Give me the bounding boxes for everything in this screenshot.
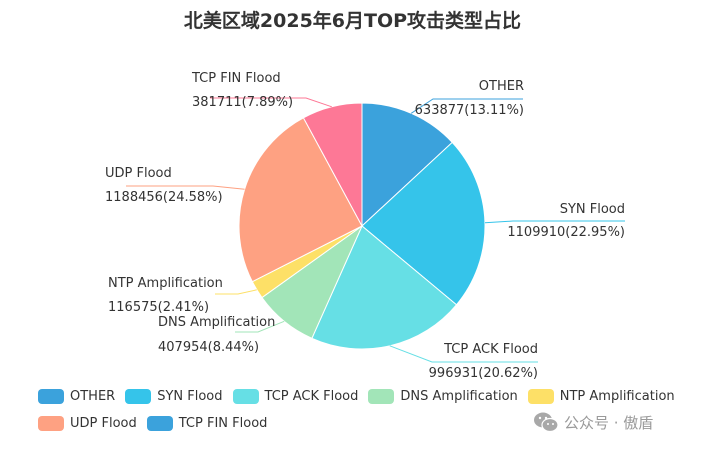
legend-label-other: OTHER (70, 388, 116, 404)
slice-value-label-tcp-ack-flood: 996931(20.62%) (429, 366, 538, 381)
legend-item-other[interactable]: OTHER (38, 388, 116, 404)
leader-line-tcp-ack-flood (389, 345, 538, 363)
chart-title: 北美区域2025年6月TOP攻击类型占比 (183, 10, 522, 32)
legend-item-udp-flood[interactable]: UDP Flood (38, 415, 137, 431)
legend-swatch-tcp-fin-flood (146, 415, 173, 431)
legend-swatch-udp-flood (38, 415, 64, 431)
legend-item-dns-amplification[interactable]: DNS Amplification (368, 388, 518, 404)
leader-line-tcp-fin-flood (210, 97, 332, 108)
leader-line-other (410, 98, 523, 114)
slice-value-label-other: 633877(13.11%) (415, 103, 524, 118)
watermark-text: 公众号 · 傲盾 (564, 413, 654, 432)
leader-line-udp-flood (126, 185, 245, 190)
slice-name-label-tcp-fin-flood: TCP FIN Flood (191, 71, 281, 86)
pie-slice-udp-flood[interactable] (238, 117, 363, 283)
legend-row-2: UDP Flood TCP FIN Flood (38, 413, 277, 433)
legend-label-syn-flood: SYN Flood (157, 388, 223, 404)
watermark: 公众号 · 傲盾 (533, 410, 653, 434)
legend-swatch-dns-amplification (368, 388, 395, 404)
legend-item-tcp-fin-flood[interactable]: TCP FIN Flood (146, 415, 268, 431)
slice-name-label-other: OTHER (479, 79, 524, 94)
slice-name-label-ntp-amplification: NTP Amplification (108, 276, 223, 291)
legend-label-tcp-ack-flood: TCP ACK Flood (264, 388, 359, 404)
slice-name-label-tcp-ack-flood: TCP ACK Flood (443, 342, 538, 357)
pie-slice-tcp-fin-flood[interactable] (302, 102, 363, 227)
leader-line-ntp-amplification (215, 289, 257, 295)
legend-label-dns-amplification: DNS Amplification (400, 388, 518, 404)
slice-value-label-ntp-amplification: 116575(2.41%) (108, 300, 209, 315)
legend-row-1: OTHER SYN Flood TCP ACK Flood DNS Amplifica… (38, 386, 685, 406)
leader-line-dns-amplification (235, 320, 285, 333)
pie-slice-other[interactable] (361, 102, 453, 228)
legend-item-syn-flood[interactable]: SYN Flood (125, 388, 223, 404)
slice-value-label-dns-amplification: 407954(8.44%) (158, 340, 259, 355)
legend-swatch-syn-flood (125, 388, 152, 404)
legend-swatch-ntp-amplification (527, 388, 554, 404)
legend-label-ntp-amplification: NTP Amplification (559, 388, 675, 404)
legend-item-tcp-ack-flood[interactable]: TCP ACK Flood (232, 388, 359, 404)
pie-slice-syn-flood[interactable] (361, 141, 486, 306)
slice-value-label-syn-flood: 1109910(22.95%) (507, 225, 625, 240)
legend-label-tcp-fin-flood: TCP FIN Flood (178, 415, 268, 431)
legend-swatch-other (38, 388, 64, 404)
wechat-icon (534, 412, 559, 433)
slice-value-label-tcp-fin-flood: 381711(7.89%) (192, 95, 293, 110)
legend-item-ntp-amplification[interactable]: NTP Amplification (527, 388, 675, 404)
legend-swatch-tcp-ack-flood (232, 388, 259, 404)
slice-name-label-dns-amplification: DNS Amplification (158, 315, 275, 330)
legend-label-udp-flood: UDP Flood (70, 415, 137, 431)
slice-name-label-udp-flood: UDP Flood (105, 166, 172, 181)
slice-name-label-syn-flood: SYN Flood (560, 202, 625, 217)
slice-value-label-udp-flood: 1188456(24.58%) (105, 190, 223, 205)
leader-line-syn-flood (484, 220, 625, 224)
